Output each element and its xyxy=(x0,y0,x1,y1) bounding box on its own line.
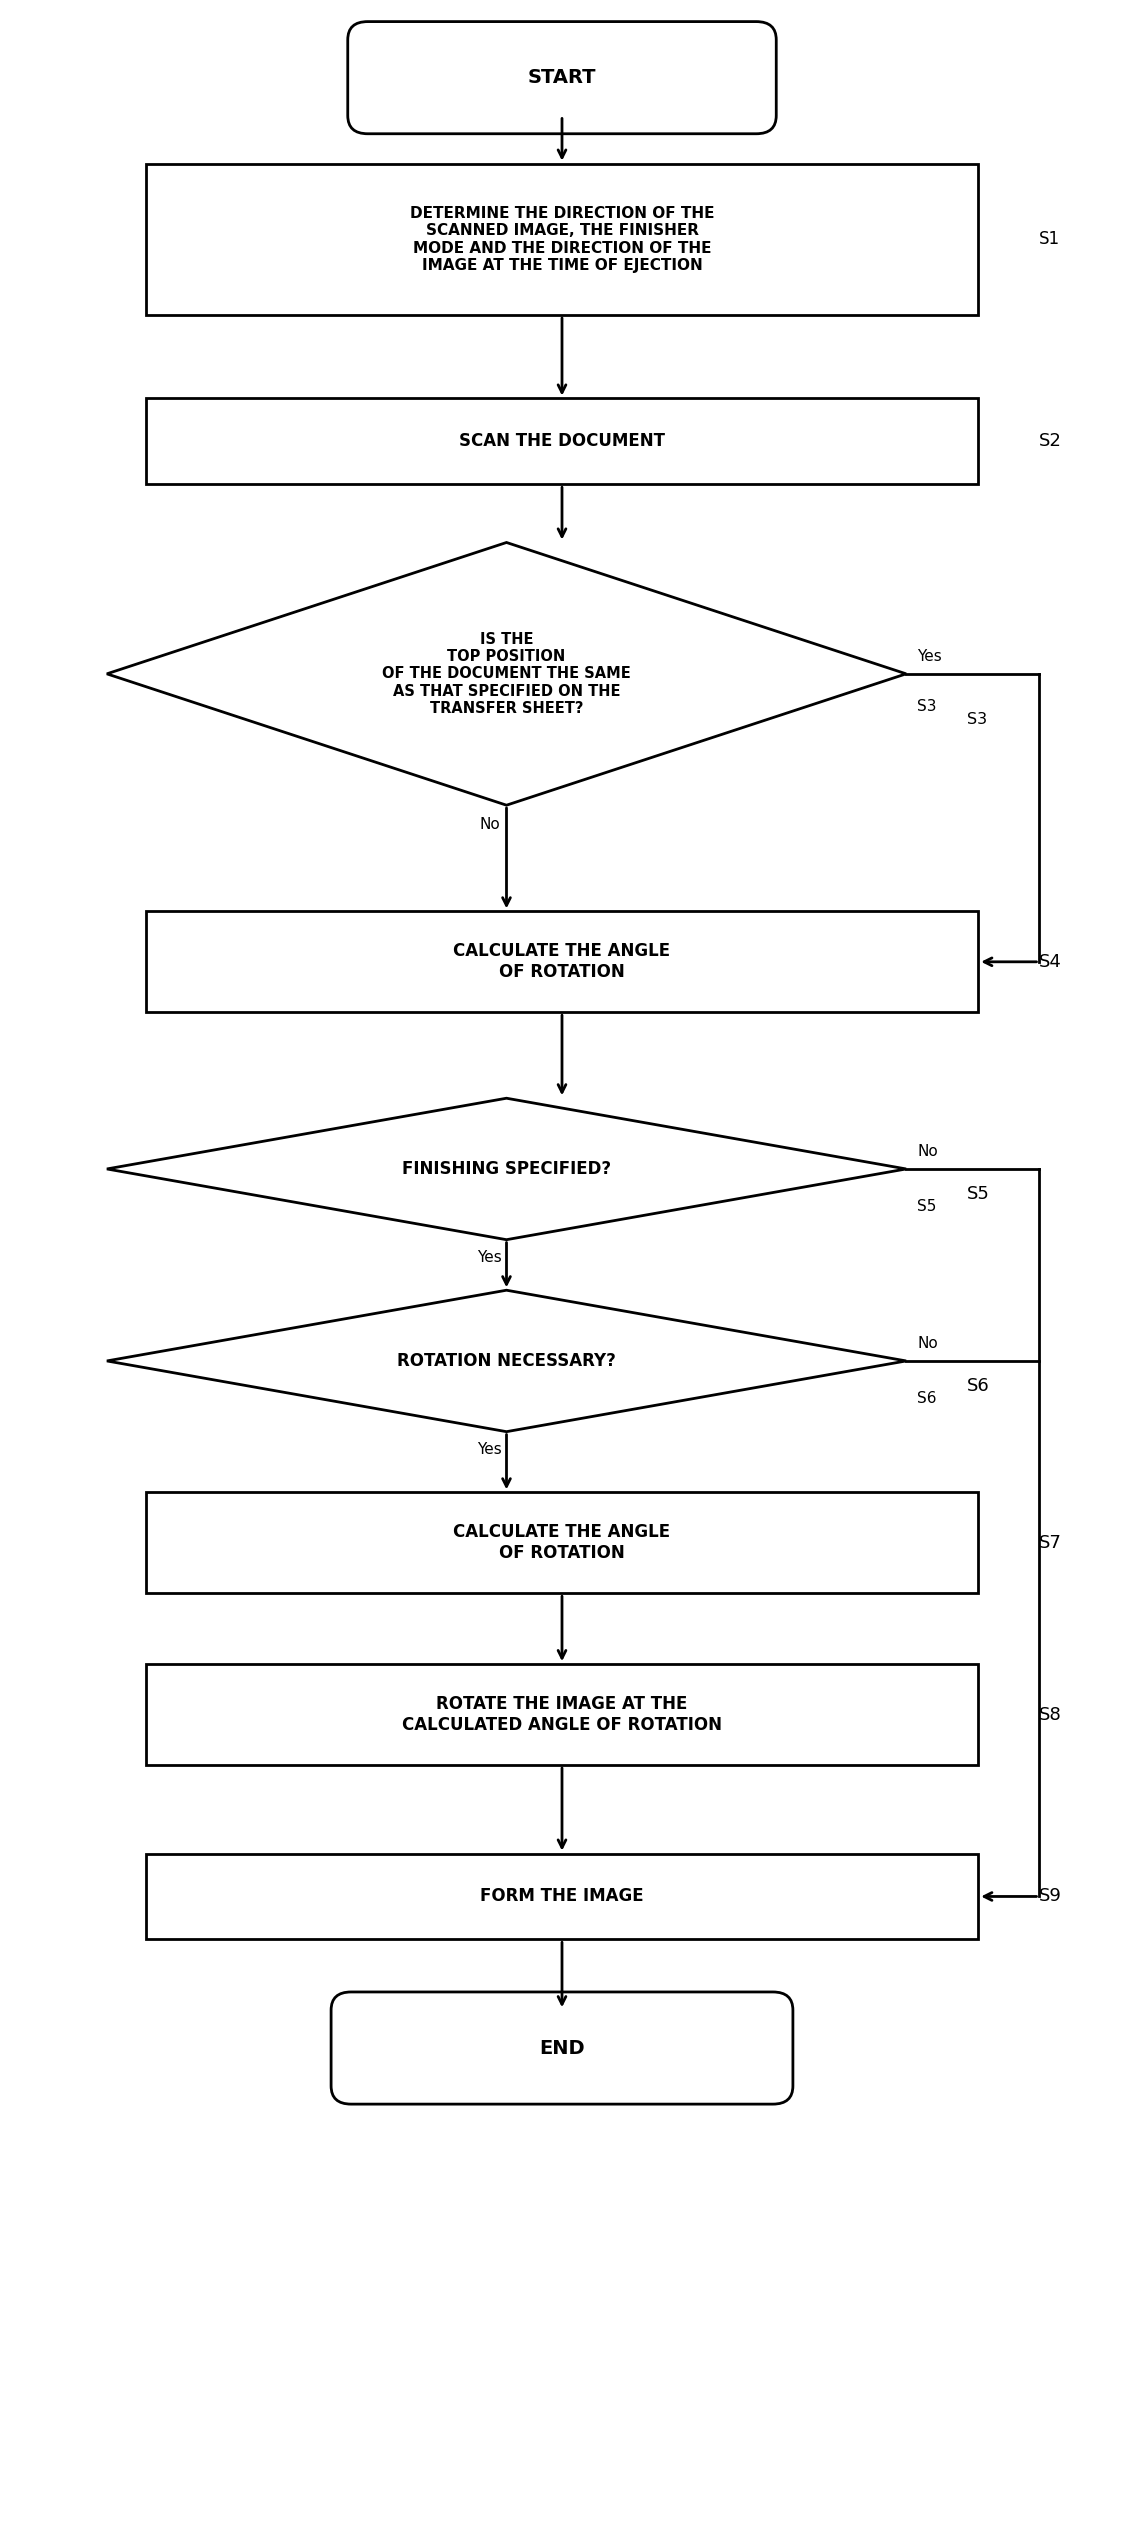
Text: S2: S2 xyxy=(1040,432,1062,450)
Text: S6: S6 xyxy=(967,1377,990,1394)
Text: END: END xyxy=(540,2040,584,2057)
Text: No: No xyxy=(917,1143,939,1158)
Text: Yes: Yes xyxy=(917,648,942,663)
Text: DETERMINE THE DIRECTION OF THE
SCANNED IMAGE, THE FINISHER
MODE AND THE DIRECTIO: DETERMINE THE DIRECTION OF THE SCANNED I… xyxy=(410,206,714,272)
Text: ROTATE THE IMAGE AT THE
CALCULATED ANGLE OF ROTATION: ROTATE THE IMAGE AT THE CALCULATED ANGLE… xyxy=(402,1694,722,1735)
Text: FINISHING SPECIFIED?: FINISHING SPECIFIED? xyxy=(402,1161,611,1179)
FancyBboxPatch shape xyxy=(332,1991,792,2103)
Text: S5: S5 xyxy=(967,1184,990,1204)
Text: S7: S7 xyxy=(1040,1534,1062,1552)
Bar xyxy=(146,399,978,485)
Text: S8: S8 xyxy=(1040,1704,1062,1725)
Bar xyxy=(146,1664,978,1765)
Polygon shape xyxy=(107,544,906,805)
Bar xyxy=(146,1494,978,1593)
Text: START: START xyxy=(528,69,596,86)
Text: S9: S9 xyxy=(1040,1887,1062,1905)
Polygon shape xyxy=(107,1290,906,1433)
Text: No: No xyxy=(480,818,500,833)
Text: S6: S6 xyxy=(917,1392,936,1407)
Text: S3: S3 xyxy=(917,698,936,714)
Text: CALCULATE THE ANGLE
OF ROTATION: CALCULATE THE ANGLE OF ROTATION xyxy=(453,942,671,980)
Text: Yes: Yes xyxy=(478,1250,502,1265)
Text: SCAN THE DOCUMENT: SCAN THE DOCUMENT xyxy=(459,432,665,450)
Text: S4: S4 xyxy=(1040,952,1062,970)
Polygon shape xyxy=(107,1097,906,1240)
Text: S1: S1 xyxy=(1040,231,1060,249)
Bar xyxy=(146,912,978,1013)
Text: IS THE
TOP POSITION
OF THE DOCUMENT THE SAME
AS THAT SPECIFIED ON THE
TRANSFER S: IS THE TOP POSITION OF THE DOCUMENT THE … xyxy=(382,632,631,716)
Text: CALCULATE THE ANGLE
OF ROTATION: CALCULATE THE ANGLE OF ROTATION xyxy=(453,1524,671,1562)
Text: ROTATION NECESSARY?: ROTATION NECESSARY? xyxy=(397,1351,616,1369)
Text: FORM THE IMAGE: FORM THE IMAGE xyxy=(480,1887,644,1905)
FancyBboxPatch shape xyxy=(347,23,777,135)
Text: S5: S5 xyxy=(917,1199,936,1214)
Text: No: No xyxy=(917,1336,939,1351)
Text: S3: S3 xyxy=(967,711,987,726)
Text: Yes: Yes xyxy=(478,1443,502,1458)
Bar xyxy=(146,163,978,315)
Bar xyxy=(146,1854,978,1941)
